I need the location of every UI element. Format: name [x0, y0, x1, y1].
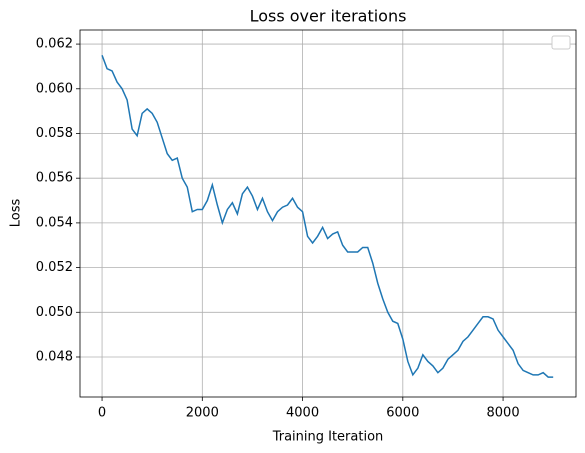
y-tick-label: 0.050 [36, 305, 73, 320]
y-tick-label: 0.052 [36, 260, 73, 275]
x-tick-label: 6000 [386, 406, 419, 421]
y-tick-label: 0.060 [36, 81, 73, 96]
x-tick-label: 2000 [186, 406, 219, 421]
x-tick-label: 0 [98, 406, 106, 421]
x-axis-label: Training Iteration [272, 430, 384, 445]
y-tick-label: 0.058 [36, 126, 73, 141]
plot-frame [79, 29, 577, 398]
line [101, 54, 554, 378]
y-tick-label: 0.062 [36, 37, 73, 52]
chart-title: Loss over iterations [250, 7, 407, 26]
legend [551, 35, 571, 50]
x-tick-label: 8000 [487, 406, 520, 421]
y-tick-label: 0.054 [36, 215, 73, 230]
y-axis-label: Loss [9, 199, 24, 228]
y-tick-label: 0.048 [36, 349, 73, 364]
y-tick-label: 0.056 [36, 171, 73, 186]
x-tick-label: 4000 [286, 406, 319, 421]
